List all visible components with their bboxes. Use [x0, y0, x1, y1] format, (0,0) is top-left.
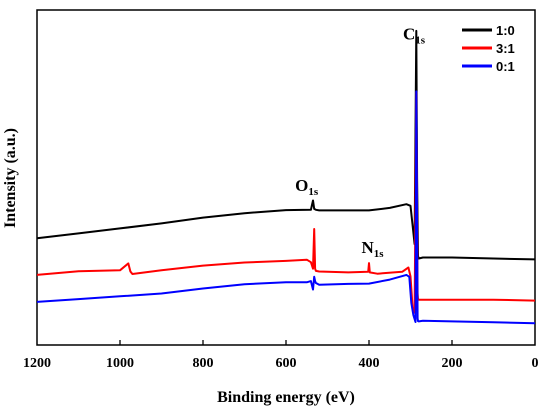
x-axis-title: Binding energy (eV) — [217, 389, 355, 406]
peak-annotations: C1s O1s N1s — [295, 24, 426, 260]
y-axis-title: Intensity (a.u.) — [2, 128, 19, 228]
x-tick-label: 200 — [442, 356, 463, 371]
series-line-0-1 — [36, 90, 536, 325]
series-line-1-0 — [36, 29, 536, 261]
peak-label-n: N1s — [362, 238, 385, 260]
x-tick-label: 400 — [359, 356, 380, 371]
x-tick-label: 0 — [532, 356, 539, 371]
legend-label: 1:0 — [496, 23, 515, 38]
legend: 1:0 3:1 0:1 — [462, 23, 515, 74]
peak-label-o: O1s — [295, 176, 319, 198]
x-tick-label: 600 — [276, 356, 297, 371]
x-tick-label: 1000 — [106, 356, 134, 371]
peak-label-c: C1s — [403, 24, 426, 46]
plot-frame — [36, 9, 536, 346]
x-tick-label: 1200 — [23, 356, 51, 371]
x-tick-label: 800 — [193, 356, 214, 371]
x-axis-ticks: 1200 1000 800 600 400 200 0 — [23, 340, 539, 371]
legend-label: 3:1 — [496, 41, 515, 56]
series-line-3-1 — [36, 91, 536, 314]
legend-label: 0:1 — [496, 59, 515, 74]
series-layer — [36, 29, 536, 325]
